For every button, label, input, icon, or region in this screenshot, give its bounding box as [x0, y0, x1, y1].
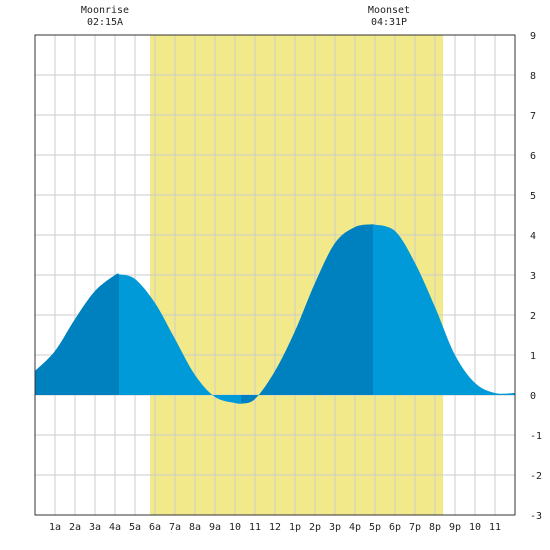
x-tick-label: 10	[469, 522, 481, 533]
x-tick-label: 5a	[129, 522, 141, 533]
x-tick-label: 11	[249, 522, 261, 533]
x-tick-label: 6a	[149, 522, 161, 533]
x-tick-label: 6p	[389, 522, 401, 533]
y-tick-label: -3	[530, 511, 542, 522]
x-tick-label: 5p	[369, 522, 381, 533]
y-tick-label: -1	[530, 431, 542, 442]
x-tick-label: 7a	[169, 522, 181, 533]
tide-falling-area-1	[119, 274, 241, 404]
x-tick-label: 9p	[449, 522, 461, 533]
moonrise-label: Moonrise 02:15A	[70, 5, 140, 29]
moonset-time: 04:31P	[370, 17, 408, 28]
y-tick-label: 6	[530, 151, 536, 162]
y-tick-label: -2	[530, 471, 542, 482]
moonset-title: Moonset	[367, 5, 411, 16]
x-tick-label: 2a	[69, 522, 81, 533]
tide-rising-area-1	[35, 273, 119, 395]
x-tick-label: 7p	[409, 522, 421, 533]
y-axis-tick-labels: 9 8 7 6 5 4 3 2 1 0 -1 -2 -3	[530, 31, 542, 522]
x-tick-label: 10	[229, 522, 241, 533]
x-tick-label: 2p	[309, 522, 321, 533]
tide-falling-area-2	[373, 224, 515, 395]
tide-rising-area-2	[241, 224, 373, 404]
x-tick-label: 12	[269, 522, 281, 533]
x-tick-label: 4p	[349, 522, 361, 533]
moonset-label: Moonset 04:31P	[354, 5, 424, 29]
x-tick-label: 3p	[329, 522, 341, 533]
y-tick-label: 7	[530, 111, 536, 122]
x-tick-label: 8p	[429, 522, 441, 533]
y-tick-label: 8	[530, 71, 536, 82]
x-tick-label: 9a	[209, 522, 221, 533]
y-tick-label: 5	[530, 191, 536, 202]
y-tick-label: 1	[530, 351, 536, 362]
x-tick-label: 3a	[89, 522, 101, 533]
y-tick-label: 4	[530, 231, 536, 242]
x-tick-label: 8a	[189, 522, 201, 533]
moonrise-title: Moonrise	[80, 5, 130, 16]
x-tick-label: 11	[489, 522, 501, 533]
x-axis-tick-labels: 1a 2a 3a 4a 5a 6a 7a 8a 9a 10 11 12 1p 2p 3p 4p 5p 6p 7p 8p…	[49, 522, 501, 533]
x-tick-label: 4a	[109, 522, 121, 533]
x-tick-label: 1p	[289, 522, 301, 533]
plot-border	[34, 34, 516, 516]
y-tick-label: 0	[530, 391, 536, 402]
y-tick-label: 2	[530, 311, 536, 322]
y-tick-label: 3	[530, 271, 536, 282]
moonrise-time: 02:15A	[86, 17, 124, 28]
y-tick-label: 9	[530, 31, 536, 42]
x-tick-label: 1a	[49, 522, 61, 533]
